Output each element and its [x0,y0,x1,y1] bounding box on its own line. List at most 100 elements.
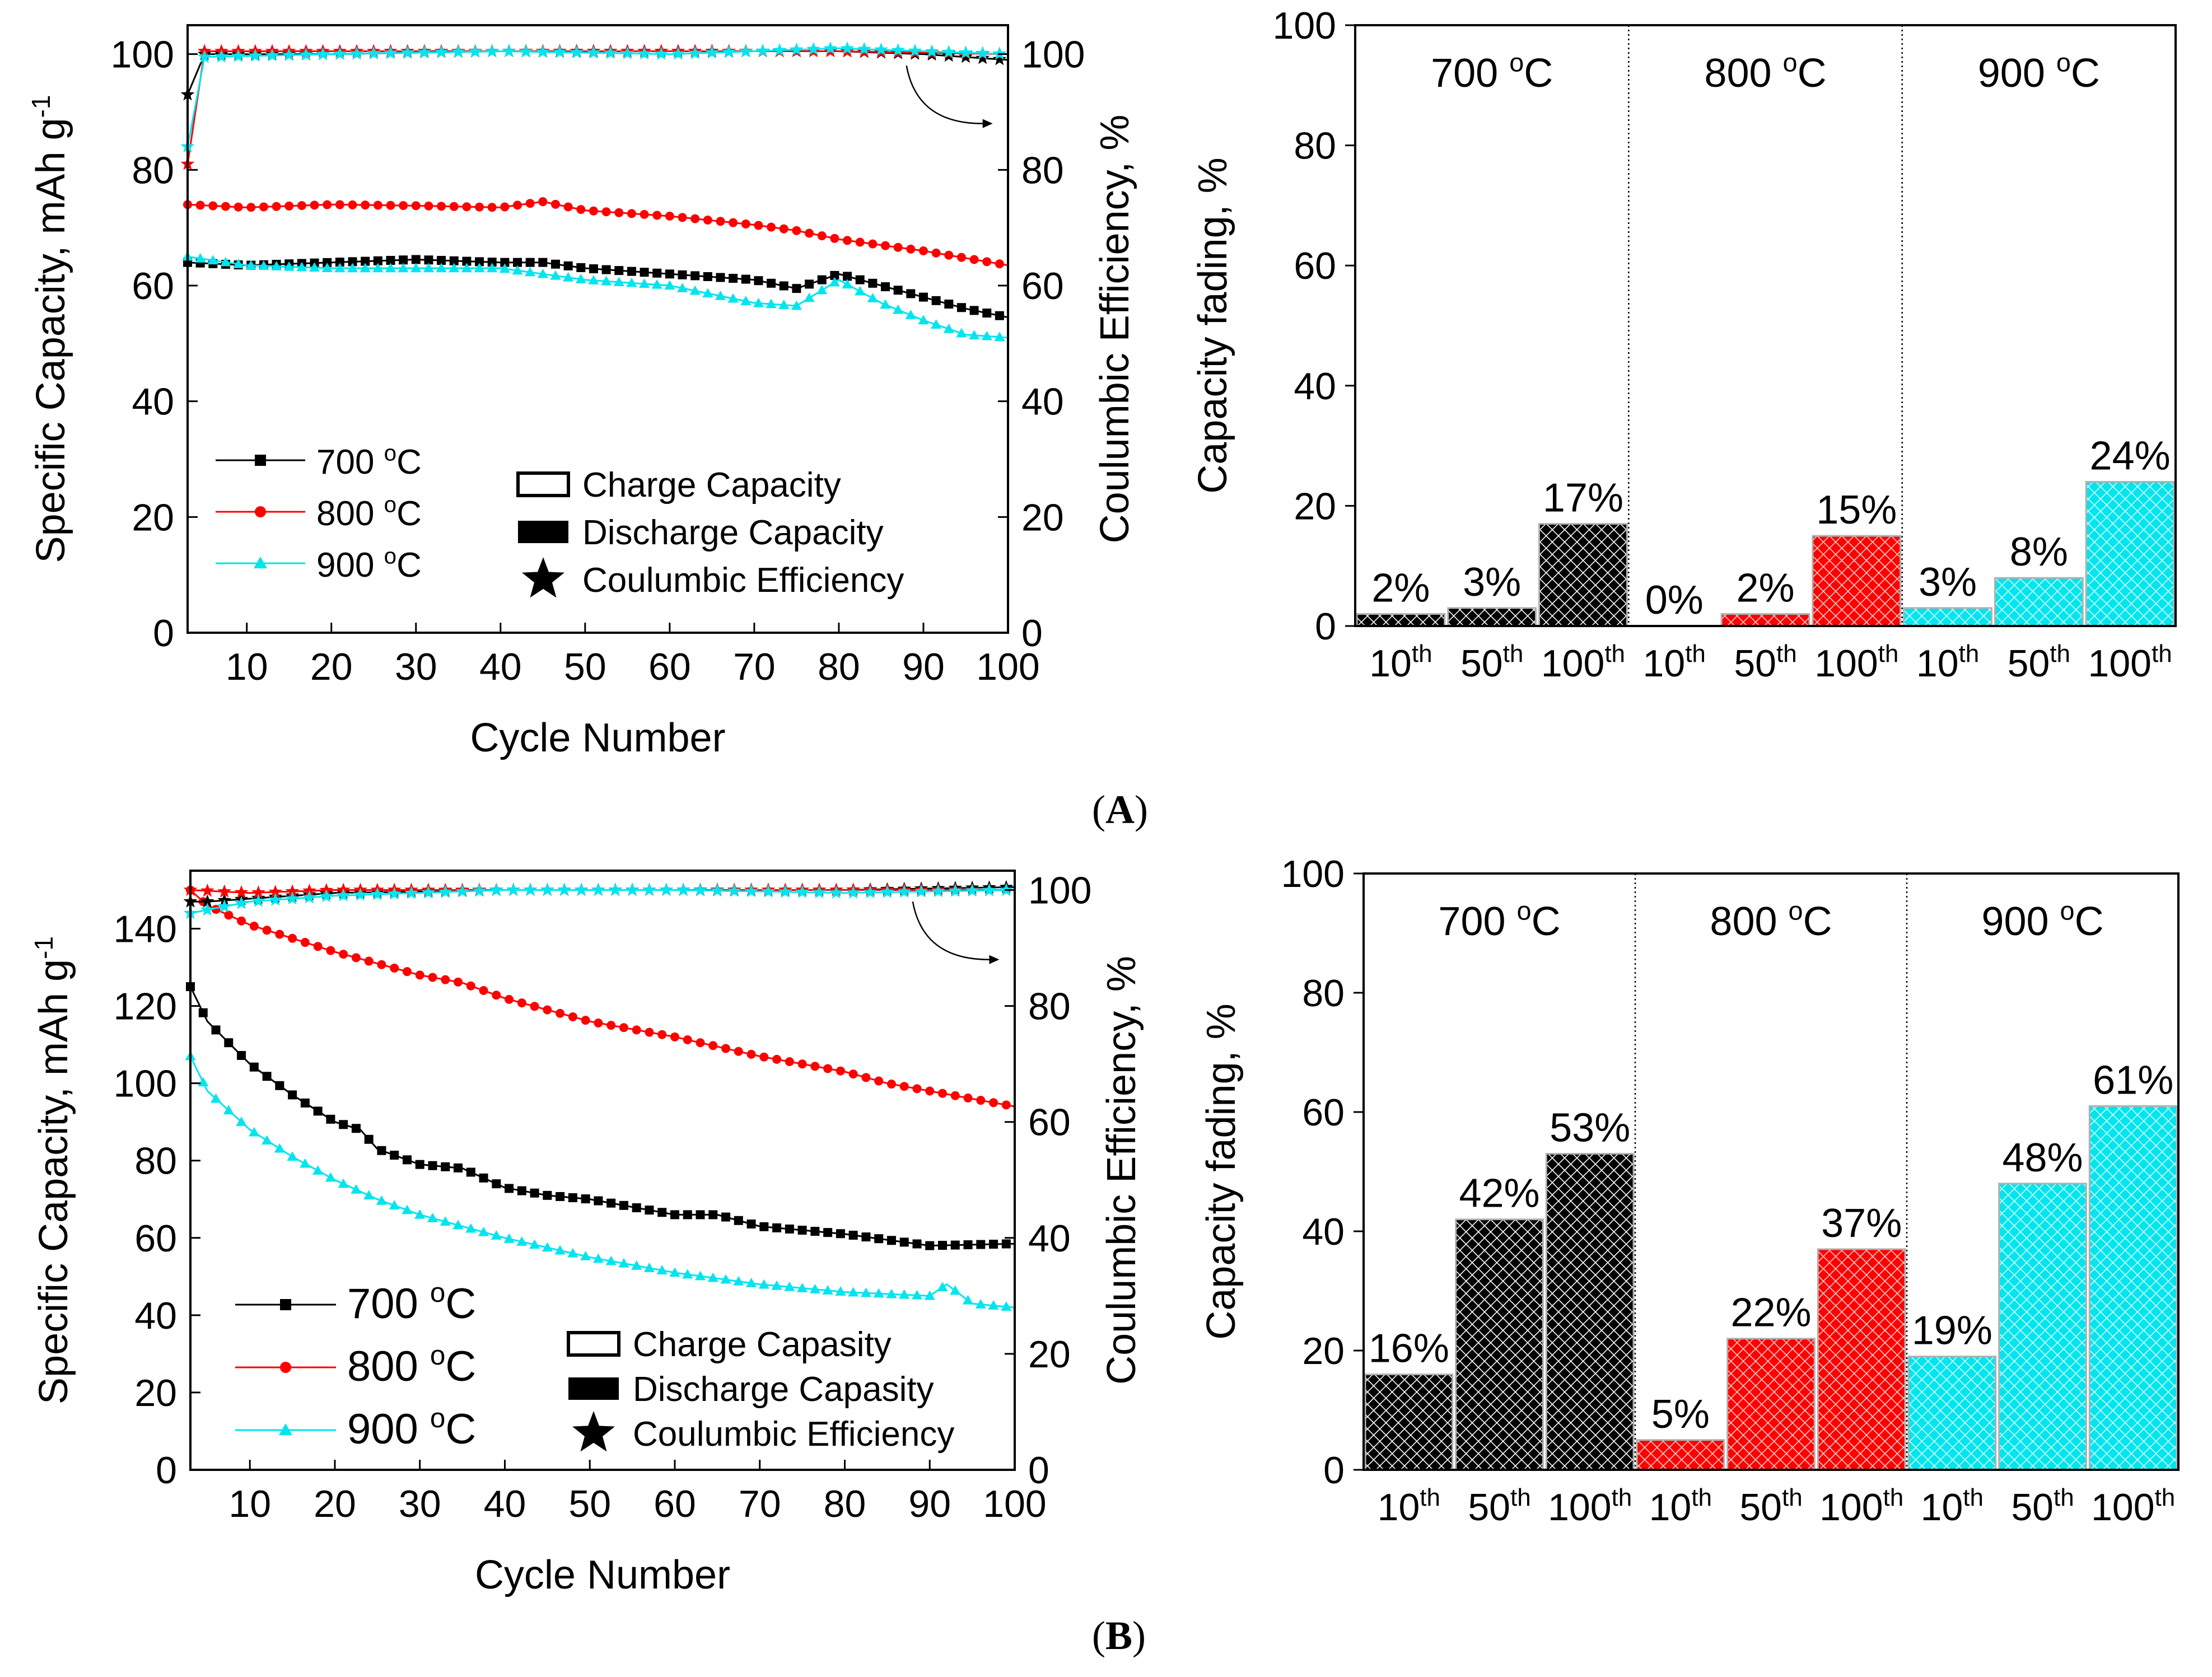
capacity-marker-900 [309,262,320,272]
bar-label: 53% [1550,1106,1630,1151]
y-left-tick-label: 40 [134,1295,177,1337]
capacity-marker-900 [720,1274,731,1284]
capacity-marker-900 [956,328,967,338]
capacity-marker-800 [377,960,386,969]
bar-700-50 [1455,1218,1544,1471]
capacity-marker-800 [195,200,205,210]
capacity-marker-900 [351,1184,362,1194]
capacity-marker-700 [581,1194,590,1204]
ce-marker-900 [761,884,776,898]
capacity-marker-700 [437,256,446,265]
plot-frame [186,24,1009,634]
capacity-marker-700 [696,1210,705,1220]
capacity-marker-800 [568,1012,577,1021]
y-left-axis-title: Specific Capacity, mAh g-1 [29,936,76,1404]
capacity-marker-900 [223,1105,234,1115]
capacity-marker-800 [754,221,763,230]
y-tick-label: 0 [1315,605,1336,648]
legend-label-900: 900 oC [316,543,422,585]
capacity-marker-900 [880,299,891,309]
capacity-marker-900 [258,260,269,270]
capacity-marker-800 [411,201,421,211]
ce-marker-900 [586,45,601,59]
capacity-marker-800 [361,200,370,210]
capacity-marker-700 [861,1232,871,1242]
category-label-number: 100 [1814,642,1878,685]
capacity-marker-800 [237,916,246,926]
capacity-marker-900 [575,274,586,283]
bar-800-50 [1720,613,1810,627]
capacity-marker-700 [563,261,573,270]
category-label-suffix: th [1510,1484,1531,1511]
legend-label-700-unit: C [396,443,422,482]
legend-label-900-value: 900 [347,1405,430,1453]
y-right-tick-label: 40 [1028,1217,1071,1260]
capacity-marker-800 [792,226,801,235]
capacity-marker-900 [427,1213,438,1222]
ce-marker-900 [248,48,263,62]
capacity-marker-900 [325,1172,336,1182]
capacity-marker-800 [823,1064,833,1073]
capacity-marker-900 [449,263,460,273]
legend-type-label: Charge Capacity [582,466,841,504]
legend-label-900: 900 oC [347,1403,476,1453]
capacity-marker-800 [576,205,586,214]
capacity-marker-900 [924,1290,935,1300]
ce-marker-900 [722,45,736,58]
capacity-marker-900 [567,1248,578,1258]
capacity-marker-700 [550,259,560,269]
ce-marker-900 [965,883,979,897]
capacity-marker-700 [224,1038,234,1048]
capacity-marker-700 [373,256,382,265]
capacity-marker-900 [588,275,599,284]
capacity-marker-900 [440,1216,451,1226]
capacity-marker-800 [703,215,712,225]
x-tick-label: 50 [564,646,606,688]
category-label-number: 10 [1643,642,1686,685]
capacity-marker-800 [364,956,374,966]
legend-label-800-degree: o [430,1340,445,1371]
ce-axis-arrow [906,66,983,124]
plot-frame [1362,872,2180,1471]
capacity-marker-900 [740,296,752,306]
ce-marker-900 [417,45,432,59]
capacity-marker-900 [676,283,688,292]
ce-marker-900 [302,890,316,904]
capacity-marker-900 [994,331,1005,342]
bar-label: 24% [2090,433,2171,478]
capacity-marker-900 [893,304,904,314]
capacity-marker-700 [716,273,725,282]
x-tick-label: 30 [395,646,437,688]
capacity-marker-700 [640,268,649,277]
capacity-marker-900 [905,310,916,319]
capacity-marker-900 [503,1233,515,1243]
y-right-tick-label: 80 [1028,985,1071,1028]
capacity-marker-800 [594,1018,603,1027]
legend-label-700-value: 700 [347,1280,430,1328]
category-label-suffix: th [1685,640,1706,667]
category-label-number: 50 [1739,1486,1782,1529]
legend-label-700: 700 oC [316,440,422,482]
y-left-tick-label: 100 [111,34,174,76]
capacity-marker-700 [632,1203,641,1212]
y-tick-label: 60 [1302,1091,1345,1134]
ce-marker-900 [908,44,922,57]
capacity-marker-900 [651,279,662,289]
category-label: 50th [1460,640,1523,685]
bar-label: 37% [1821,1201,1902,1246]
y-left-tick-label: 80 [132,149,174,191]
capacity-marker-800 [326,946,335,955]
bar-label: 15% [1816,488,1897,532]
capacity-marker-700 [390,1151,399,1160]
legend-label-800-value: 800 [347,1343,430,1390]
x-tick-label: 90 [908,1483,951,1525]
y-axis-title: Capacity fading, % [1191,157,1235,493]
capacity-marker-700 [918,292,928,302]
capacity-marker-900 [778,300,790,309]
bar-label: 22% [1730,1291,1811,1335]
ce-marker-800 [302,884,316,897]
y-right-axis-title: Coulumbic Efficiency, % [1093,115,1137,544]
ce-marker-900 [472,884,487,897]
bar-label: 61% [2093,1058,2173,1103]
capacity-marker-900 [766,298,777,309]
